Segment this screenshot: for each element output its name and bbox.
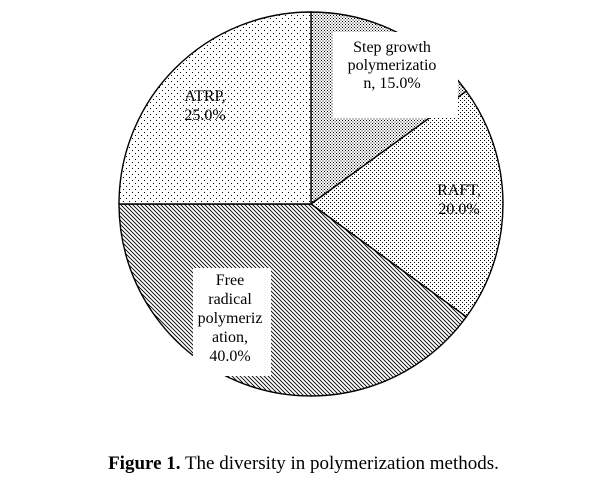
pie-slice: [309, 90, 504, 318]
pie-chart: Step growth polymerizatio n, 15.0% RAFT, 20.…: [118, 11, 504, 397]
figure-caption-prefix: Figure 1.: [108, 453, 181, 474]
slice-label-line: ation,: [212, 329, 248, 346]
slice-label-line: 25.0%: [184, 107, 225, 124]
slice-label-background: [333, 32, 458, 118]
slice-label: Free radical polymeriz ation, 40.0%: [198, 272, 263, 365]
slice-label: RAFT, 20.0%: [437, 182, 481, 218]
slice-label-background: [193, 268, 271, 376]
slice-label-line: radical: [208, 291, 252, 308]
slice-label-line: polymerizatio: [348, 57, 437, 74]
pie-slice: [118, 11, 312, 205]
slice-label-line: 40.0%: [209, 348, 250, 365]
slice-label-line: 20.0%: [438, 201, 479, 218]
slice-label-line: polymeriz: [198, 310, 263, 327]
slice-label-line: ATRP,: [184, 88, 225, 105]
slice-label-line: n, 15.0%: [363, 75, 420, 92]
figure-caption-text: The diversity in polymerization methods.: [180, 453, 499, 474]
slice-label: Step growth polymerizatio n, 15.0%: [348, 39, 437, 92]
slice-label-line: Free: [216, 272, 244, 289]
slice-label: ATRP, 25.0%: [184, 88, 225, 124]
slice-label-line: RAFT,: [437, 182, 481, 199]
slice-label-line: Step growth: [353, 39, 431, 56]
figure-caption: Figure 1. The diversity in polymerizatio…: [0, 452, 607, 476]
